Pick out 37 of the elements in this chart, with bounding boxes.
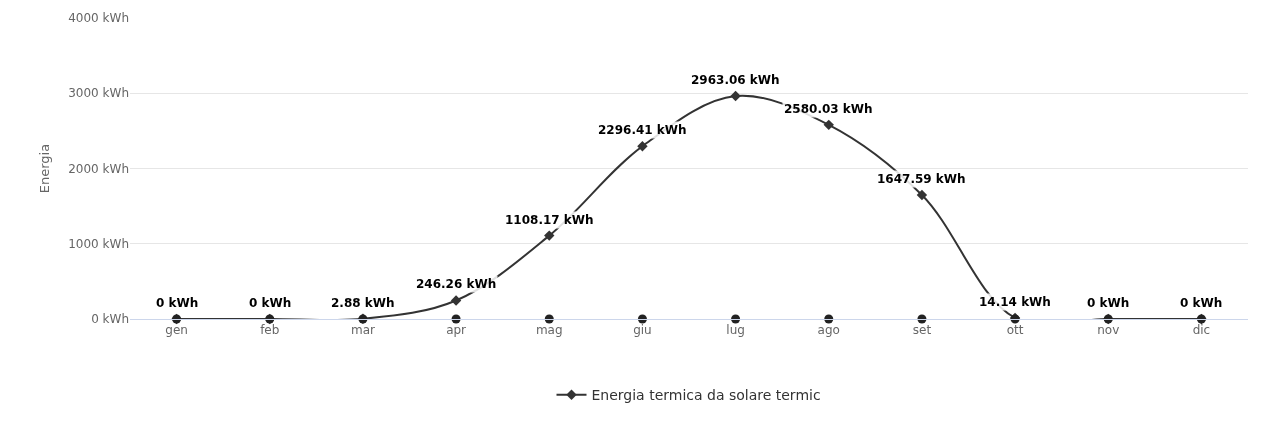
data-label: 2.88 kWh <box>331 296 395 310</box>
x-tick-label: ago <box>817 323 840 338</box>
x-tick-label: ott <box>1006 323 1024 338</box>
y-tick-label: 3000 kWh <box>68 86 129 101</box>
data-label: 1108.17 kWh <box>505 213 594 227</box>
data-label: 0 kWh <box>1087 296 1130 310</box>
point <box>450 295 462 306</box>
x-tick-label: gen <box>165 323 188 338</box>
data-label: 0 kWh <box>156 296 199 310</box>
data-label: 14.14 kWh <box>979 295 1051 309</box>
x-tick-label: feb <box>260 323 280 338</box>
data-label: 2963.06 kWh <box>691 73 780 87</box>
data-label: 2296.41 kWh <box>598 123 687 137</box>
data-label: 246.26 kWh <box>416 277 497 291</box>
y-tick-label: 0 kWh <box>91 312 129 327</box>
point <box>730 90 741 102</box>
point <box>823 119 834 131</box>
x-tick-label: giu <box>633 323 652 338</box>
point <box>916 189 928 201</box>
y-axis-title: Energia <box>37 143 53 194</box>
point <box>544 230 555 241</box>
y-tick-label: 2000 kWh <box>68 161 129 176</box>
data-label: 1647.59 kWh <box>877 172 966 186</box>
y-tick-label: 4000 kWh <box>68 11 129 26</box>
x-tick-label: set <box>912 323 932 338</box>
x-tick-label: mag <box>535 323 563 338</box>
data-label: 0 kWh <box>249 296 292 310</box>
point <box>637 141 648 152</box>
y-tick-label: 1000 kWh <box>68 236 129 251</box>
data-label: 0 kWh <box>1180 296 1223 310</box>
x-tick-label: apr <box>446 323 467 338</box>
data-label: 2580.03 kWh <box>784 102 873 116</box>
x-tick-label: dic <box>1192 323 1211 338</box>
x-tick-label: nov <box>1097 323 1120 338</box>
legend-label: Energia termica da solare termic <box>591 387 821 404</box>
x-tick-label: lug <box>726 323 745 338</box>
x-tick-label: mar <box>350 323 375 338</box>
